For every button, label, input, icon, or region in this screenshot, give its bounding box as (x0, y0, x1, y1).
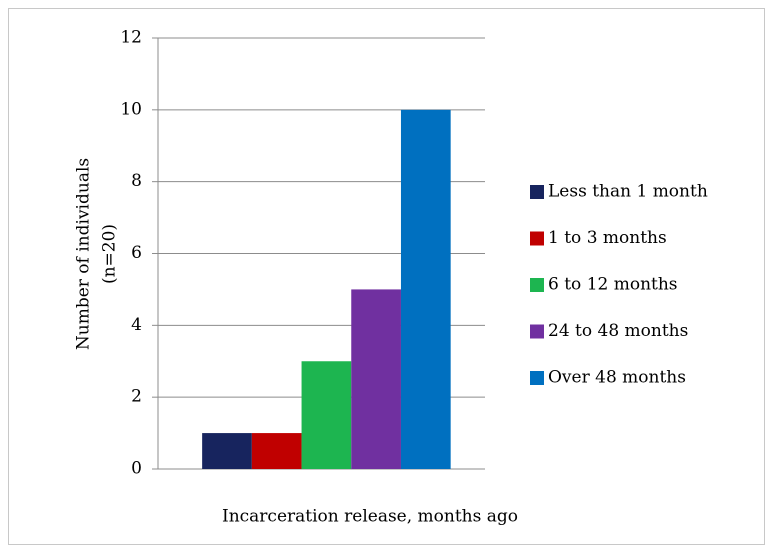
bar (251, 433, 302, 469)
y-axis-label-line: Number of individuals (74, 158, 94, 350)
y-tick-label: 4 (131, 315, 142, 335)
y-tick-label: 2 (131, 387, 142, 407)
bar (202, 433, 252, 469)
y-tick-label: 12 (120, 28, 142, 48)
legend-swatch (530, 371, 544, 385)
legend-label: 6 to 12 months (548, 275, 678, 295)
legend-swatch (530, 185, 544, 199)
legend-label: 1 to 3 months (548, 228, 667, 248)
legend-swatch (530, 324, 544, 339)
bar (400, 109, 451, 469)
legend-label: 24 to 48 months (548, 321, 688, 341)
legend-label: Over 48 months (548, 368, 686, 388)
y-tick-label: 10 (120, 99, 142, 119)
legend-label: Less than 1 month (548, 182, 708, 202)
legend-swatch (530, 231, 544, 246)
y-axis-label: Number of individuals (n=20) (74, 158, 120, 350)
y-tick-label: 6 (131, 243, 142, 263)
y-tick-label: 8 (131, 171, 142, 191)
x-axis-label: Incarceration release, months ago (222, 507, 518, 527)
bar (351, 289, 401, 469)
y-tick-label: 0 (131, 459, 142, 479)
legend-swatch (530, 278, 544, 292)
bar (301, 361, 352, 469)
y-axis-label-line: (n=20) (100, 224, 120, 284)
